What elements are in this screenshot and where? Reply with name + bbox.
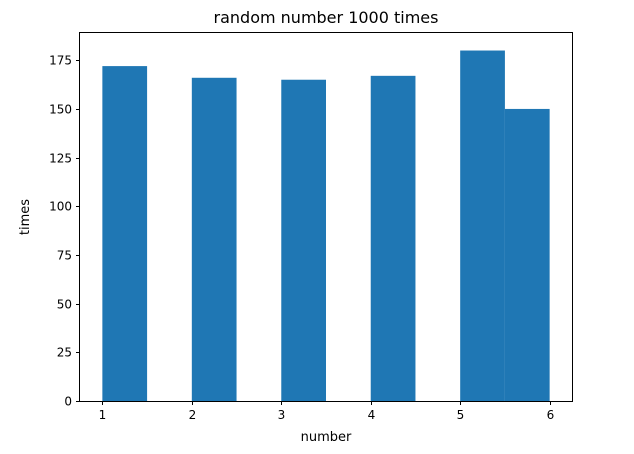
x-tick-label: 6 (547, 408, 555, 422)
chart-title: random number 1000 times (214, 8, 439, 27)
y-axis-ticks: 0 25 50 75 100 125 150 175 (49, 54, 80, 409)
x-tick-label: 5 (457, 408, 465, 422)
y-tick-label: 0 (64, 395, 72, 409)
y-axis-label: times (18, 199, 33, 235)
histogram-bar (504, 108, 550, 401)
y-tick-label: 175 (49, 54, 72, 68)
histogram-bar (370, 75, 416, 402)
x-tick-label: 2 (189, 408, 197, 422)
bars-group (102, 50, 550, 402)
x-tick-label: 1 (99, 408, 107, 422)
y-tick-label: 150 (49, 103, 72, 117)
x-axis-label: number (301, 430, 352, 445)
y-tick-label: 100 (49, 200, 72, 214)
x-tick-label: 4 (368, 408, 376, 422)
x-axis-ticks: 1 2 3 4 5 6 (99, 401, 555, 422)
histogram-bar (460, 50, 505, 402)
y-tick-label: 125 (49, 152, 72, 166)
x-tick-label: 3 (278, 408, 286, 422)
histogram-bar (281, 79, 326, 401)
y-tick-label: 25 (57, 346, 72, 360)
y-tick-label: 50 (57, 298, 72, 312)
histogram-bar (191, 77, 237, 401)
plot-frame (79, 32, 573, 402)
histogram-bar (102, 66, 148, 402)
y-tick-label: 75 (57, 249, 72, 263)
